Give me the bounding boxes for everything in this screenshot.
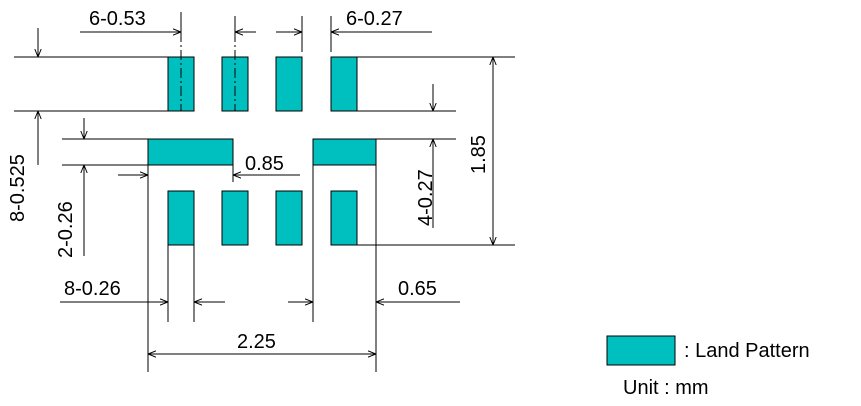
- label-total-width: 2.25: [237, 331, 276, 353]
- pad-bottom-4: [330, 190, 358, 246]
- label-left-height: 8-0.525: [7, 154, 29, 222]
- label-right-small: 4-0.27: [415, 169, 437, 226]
- pad-bottom-2: [221, 190, 249, 246]
- legend-swatch: [606, 335, 676, 366]
- pad-mid-left: [147, 138, 234, 166]
- label-left-small: 2-0.26: [55, 201, 77, 258]
- dim-left-height: [14, 28, 168, 165]
- label-top-width: 6-0.27: [346, 8, 403, 30]
- label-bottom-right: 0.65: [398, 278, 437, 300]
- dim-total-height: [357, 56, 515, 246]
- label-total-height: 1.85: [468, 135, 490, 174]
- dim-left-small: [62, 118, 148, 256]
- pad-top-1: [167, 56, 195, 112]
- pad-top-3: [275, 56, 303, 112]
- label-top-pitch: 6-0.53: [89, 8, 146, 30]
- label-bottom-width: 8-0.26: [64, 278, 121, 300]
- pad-top-2: [221, 56, 249, 112]
- dim-top-pitch: [80, 12, 256, 32]
- legend-unit: Unit : mm: [623, 377, 709, 399]
- pad-top-4: [330, 56, 358, 112]
- dim-right-small: [357, 84, 456, 228]
- pad-bottom-3: [275, 190, 303, 246]
- legend-label: : Land Pattern: [684, 340, 810, 362]
- label-center-gap: 0.85: [245, 153, 284, 175]
- pad-mid-right: [312, 138, 377, 166]
- pad-bottom-1: [167, 190, 195, 246]
- dim-top-width: [276, 16, 432, 52]
